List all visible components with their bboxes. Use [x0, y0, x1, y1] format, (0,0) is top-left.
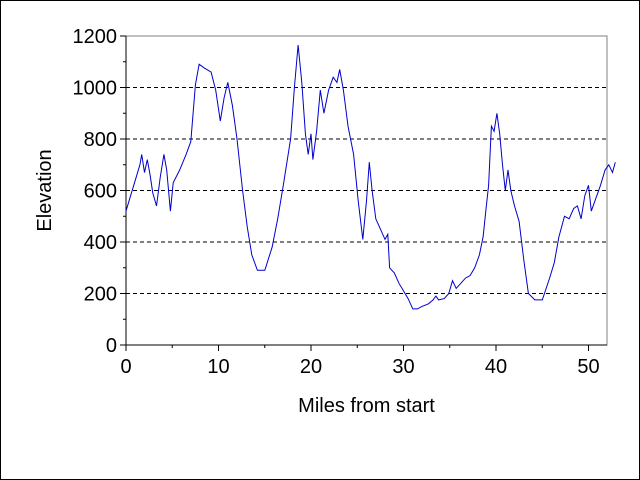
x-tick-label: 10	[207, 356, 229, 378]
grid-lines	[126, 87, 607, 294]
tick-marks	[120, 35, 589, 351]
y-tick-label: 1200	[73, 26, 118, 48]
x-tick-label: 40	[485, 356, 507, 378]
x-tick-label: 50	[577, 356, 599, 378]
x-axis-title: Miles from start	[298, 395, 435, 417]
y-tick-label: 0	[106, 335, 117, 357]
y-tick-label: 800	[84, 129, 117, 151]
elevation-line	[125, 44, 616, 310]
y-tick-label: 600	[84, 181, 117, 203]
x-tick-label: 20	[300, 356, 322, 378]
tick-labels: 0 200 400 600 800 1000 1200 0 10 20 30 40 50	[73, 26, 600, 378]
y-tick-label: 400	[84, 232, 117, 254]
y-tick-label: 1000	[73, 78, 118, 100]
y-tick-label: 200	[84, 284, 117, 306]
y-axis-title: Elevation	[34, 149, 56, 231]
x-tick-label: 0	[120, 356, 131, 378]
x-tick-label: 30	[392, 356, 414, 378]
